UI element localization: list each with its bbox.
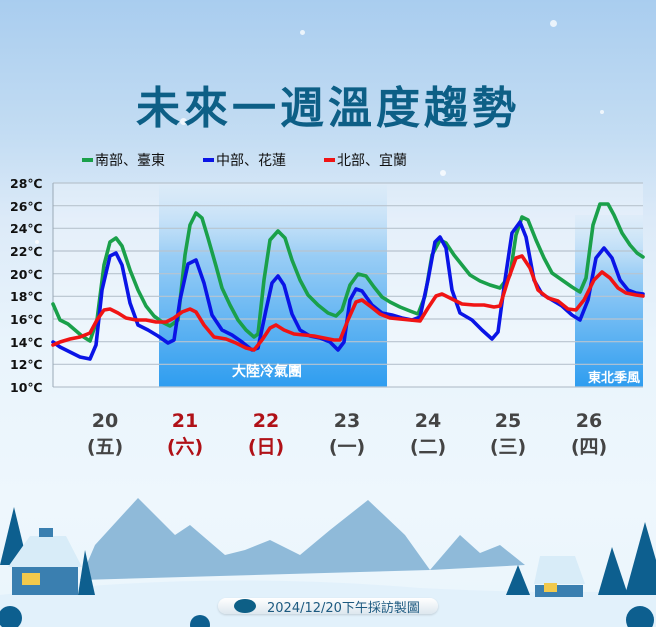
pine-tree-icon (625, 522, 656, 595)
mountains-right (430, 535, 525, 570)
y-tick: 12℃ (10, 357, 43, 373)
snowflake-decoration (550, 20, 557, 27)
house-roof-icon (534, 556, 585, 584)
house-left-icon (12, 567, 78, 595)
legend-swatch-blue (203, 158, 214, 162)
chimney-icon (39, 528, 53, 537)
x-axis-days: 20 (五) 21 (六) 22 (日) 23 (一) 24 (二) 25 (三) 26 (四… (0, 408, 656, 464)
northeast-monsoon-label: 東北季風 (588, 371, 641, 386)
y-tick: 14℃ (10, 334, 43, 350)
snowflake-decoration (300, 30, 305, 35)
y-tick: 24℃ (10, 221, 43, 237)
day-label-24: 24 (二) (398, 408, 458, 460)
legend-item-north: 北部、宜蘭 (324, 150, 407, 170)
snowflake-decoration (440, 170, 446, 176)
bush-icon (0, 606, 22, 627)
legend-swatch-red (324, 158, 335, 162)
footer-bar (218, 598, 438, 614)
day-date: 20 (91, 410, 119, 432)
day-weekday: (二) (409, 436, 447, 458)
series-line (51, 254, 645, 352)
series-line (51, 202, 645, 343)
day-weekday: (五) (86, 436, 124, 458)
legend-swatch-green (82, 158, 93, 162)
pine-tree-icon (506, 565, 530, 595)
house-right-icon (535, 585, 583, 597)
y-tick: 18℃ (10, 289, 43, 305)
day-weekday: (四) (570, 436, 608, 458)
house-roof-icon (8, 536, 82, 567)
mountains-left (80, 498, 430, 580)
window-icon (544, 583, 557, 592)
day-date: 23 (333, 410, 361, 432)
y-tick: 16℃ (10, 312, 43, 327)
footer-credit: 2024/12/20下午採訪製圖 (267, 601, 420, 616)
day-date: 24 (414, 410, 442, 432)
bush-icon (190, 615, 210, 627)
series-lines (51, 202, 645, 361)
y-tick: 20℃ (10, 266, 43, 282)
legend-label: 中部、花蓮 (216, 153, 286, 169)
cold-air-mass-label: 大陸冷氣團 (232, 364, 302, 380)
pine-tree-icon (598, 547, 628, 595)
day-date: 25 (494, 410, 522, 432)
y-tick: 10℃ (10, 380, 43, 395)
bush-icon (626, 606, 654, 627)
snowflake-decoration (180, 118, 187, 125)
y-tick: 28℃ (10, 176, 43, 191)
day-weekday: (六) (166, 436, 204, 458)
day-weekday: (三) (489, 436, 527, 458)
cna-logo-icon (234, 599, 256, 613)
day-date: 22 (252, 410, 280, 432)
day-date: 26 (575, 410, 603, 432)
legend-item-south: 南部、臺東 (82, 150, 165, 170)
legend: 南部、臺東 中部、花蓮 北部、宜蘭 (82, 150, 407, 170)
day-weekday: (一) (328, 436, 366, 458)
pine-tree-icon (78, 550, 95, 595)
day-label-25: 25 (三) (478, 408, 538, 460)
day-weekday: (日) (247, 436, 285, 458)
legend-label: 南部、臺東 (95, 153, 165, 169)
chart-title: 未來一週溫度趨勢 (136, 83, 520, 134)
legend-label: 北部、宜蘭 (337, 153, 407, 169)
y-tick: 22℃ (10, 244, 43, 259)
day-label-26: 26 (四) (559, 408, 619, 460)
y-tick: 26℃ (10, 198, 43, 214)
day-date: 21 (171, 410, 199, 432)
day-label-23: 23 (一) (317, 408, 377, 460)
snowflake-decoration (35, 240, 39, 244)
legend-item-central: 中部、花蓮 (203, 150, 286, 170)
window-icon (22, 573, 40, 585)
snowflake-decoration (600, 110, 604, 114)
day-label-21: 21 (六) (155, 408, 215, 460)
day-label-20: 20 (五) (75, 408, 135, 460)
day-label-22: 22 (日) (236, 408, 296, 460)
